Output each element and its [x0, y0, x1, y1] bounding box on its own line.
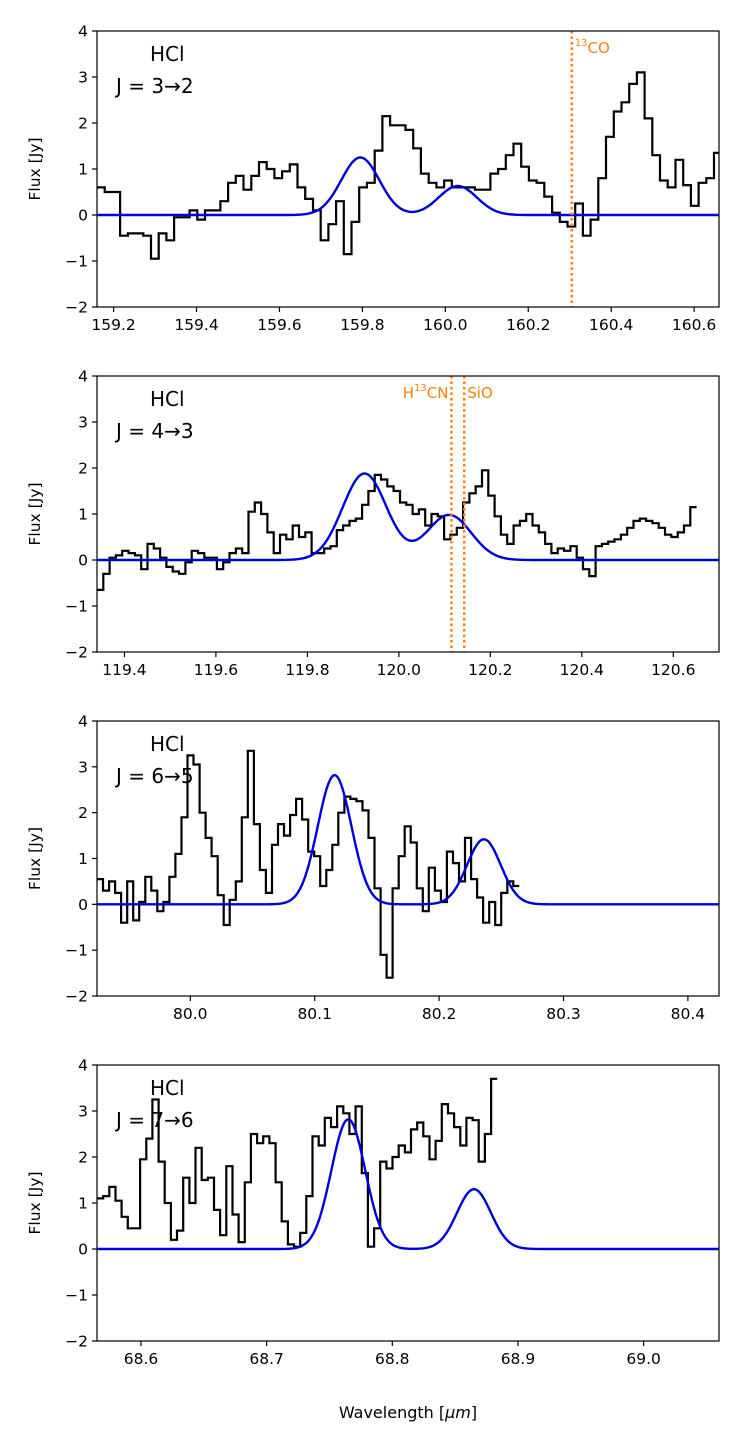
- y-tick-label: −2: [65, 988, 88, 1006]
- model-fit-line: [97, 156, 719, 217]
- y-tick-label: 0: [78, 552, 88, 570]
- x-tick-label: 159.2: [91, 316, 135, 334]
- y-tick-label: 1: [78, 161, 88, 179]
- species-label: HCl: [150, 387, 185, 411]
- x-tick-label: 160.6: [672, 316, 716, 334]
- x-tick-label: 68.8: [375, 1350, 410, 1368]
- y-tick-label: 0: [78, 207, 88, 225]
- x-tick-label: 120.0: [377, 661, 421, 679]
- y-axis-label: Flux [Jy]: [26, 483, 44, 546]
- y-tick-label: −1: [65, 598, 88, 616]
- blend-marker-label: 13CO: [575, 38, 610, 57]
- y-tick-label: 3: [78, 758, 88, 776]
- x-tick-label: 159.6: [257, 316, 301, 334]
- blend-marker-label: SiO: [467, 384, 493, 402]
- y-tick-label: 1: [78, 506, 88, 524]
- blend-marker-label: H13CN: [403, 383, 449, 402]
- species-label: HCl: [150, 1076, 185, 1100]
- y-tick-label: 2: [78, 804, 88, 822]
- model-fit-line: [97, 472, 719, 562]
- transition-label: J = 4→3: [114, 419, 194, 443]
- x-tick-label: 119.6: [194, 661, 238, 679]
- y-tick-label: 3: [78, 414, 88, 432]
- x-tick-label: 80.1: [297, 1005, 332, 1023]
- observed-spectrum-line: [97, 1077, 498, 1248]
- y-tick-label: 4: [78, 1057, 88, 1075]
- observed-spectrum-line: [97, 71, 719, 260]
- panel-3: −2 −1 0 1 2 3 4 80.0 80.1 80.2 80.3 80.4 Flux [Jy] HC…: [26, 713, 720, 1023]
- x-tick-label: 69.0: [626, 1350, 661, 1368]
- x-tick-label: 119.8: [285, 661, 329, 679]
- y-axis-label: Flux [Jy]: [26, 1172, 44, 1235]
- transition-label: J = 3→2: [114, 74, 194, 98]
- y-axis-label: Flux [Jy]: [26, 138, 44, 201]
- y-tick-label: 3: [78, 1103, 88, 1121]
- x-tick-label: 120.4: [560, 661, 604, 679]
- y-tick-label: −1: [65, 1287, 88, 1305]
- y-tick-label: −2: [65, 644, 88, 662]
- y-tick-label: 2: [78, 115, 88, 133]
- x-tick-label: 160.0: [423, 316, 467, 334]
- transition-label: J = 6→5: [114, 764, 194, 788]
- x-tick-label: 80.0: [173, 1005, 208, 1023]
- y-tick-label: −1: [65, 942, 88, 960]
- y-tick-label: 2: [78, 1149, 88, 1167]
- y-tick-label: 0: [78, 896, 88, 914]
- x-tick-label: 159.4: [174, 316, 218, 334]
- x-tick-label: 80.2: [422, 1005, 457, 1023]
- y-tick-label: 3: [78, 69, 88, 87]
- y-tick-label: 4: [78, 368, 88, 386]
- x-tick-label: 160.4: [589, 316, 633, 334]
- plot-frame: [96, 375, 720, 653]
- y-axis-label: Flux [Jy]: [26, 827, 44, 890]
- x-tick-label: 68.6: [124, 1350, 159, 1368]
- y-tick-label: 4: [78, 23, 88, 41]
- transition-label: J = 7→6: [114, 1108, 194, 1132]
- y-tick-label: 2: [78, 460, 88, 478]
- x-tick-label: 120.6: [651, 661, 695, 679]
- y-tick-label: 1: [78, 850, 88, 868]
- panel-2: H13CN SiO −2 −1 0 1 2 3 4 119.4 119.6 119.8 120.0 120…: [26, 368, 720, 679]
- plot-frame: [96, 30, 720, 308]
- x-tick-label: 68.7: [249, 1350, 284, 1368]
- y-tick-label: −2: [65, 299, 88, 317]
- x-axis-label: Wavelength [μm]: [339, 1403, 477, 1422]
- observed-spectrum-line: [97, 749, 520, 979]
- y-tick-label: −2: [65, 1333, 88, 1351]
- x-tick-label: 119.4: [102, 661, 146, 679]
- x-tick-label: 160.2: [506, 316, 550, 334]
- model-fit-line: [97, 1118, 719, 1251]
- panel-4: −2 −1 0 1 2 3 4 68.6 68.7 68.8 68.9 69.0 Flux [Jy] HC…: [26, 1057, 720, 1368]
- y-tick-label: 4: [78, 713, 88, 731]
- y-tick-label: 0: [78, 1241, 88, 1259]
- plot-frame: [96, 720, 720, 997]
- panel-1: 13CO −2 −1 0 1 2 3 4 159.2 159.4 159.6 159.8 160.0 16…: [26, 23, 720, 334]
- x-tick-label: 80.3: [546, 1005, 581, 1023]
- x-tick-label: 159.8: [340, 316, 384, 334]
- species-label: HCl: [150, 732, 185, 756]
- x-tick-label: 120.2: [468, 661, 512, 679]
- species-label: HCl: [150, 42, 185, 66]
- x-tick-label: 68.9: [501, 1350, 536, 1368]
- y-tick-label: −1: [65, 253, 88, 271]
- model-fit-line: [97, 773, 719, 906]
- y-tick-label: 1: [78, 1195, 88, 1213]
- x-tick-label: 80.4: [671, 1005, 706, 1023]
- observed-spectrum-line: [97, 469, 697, 591]
